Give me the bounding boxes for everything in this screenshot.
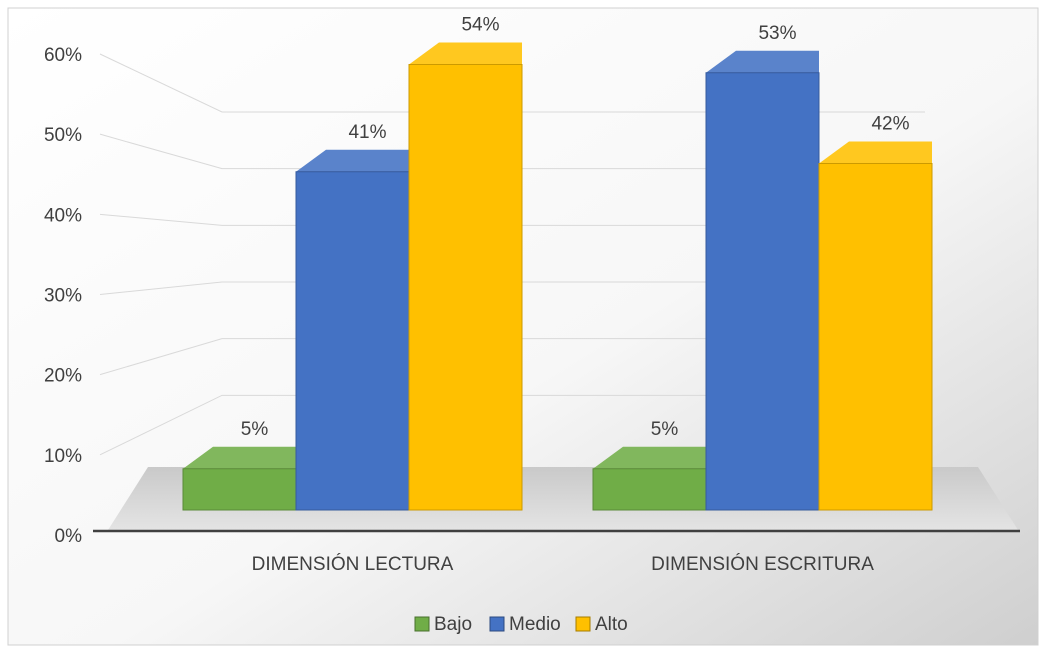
- bar-front: [705, 72, 820, 511]
- bar-bajo-1: [182, 446, 297, 511]
- data-label: 53%: [758, 23, 796, 44]
- bar-medio-1: [295, 149, 410, 511]
- bar-medio-2: [705, 50, 820, 511]
- data-label: 5%: [651, 419, 679, 440]
- bar-top: [819, 141, 932, 164]
- y-tick-label: 50%: [44, 125, 82, 146]
- legend-swatch-alto: [575, 616, 591, 632]
- gridline: [99, 281, 925, 295]
- legend-label-alto: Alto: [595, 614, 628, 635]
- legend-label-medio: Medio: [509, 614, 561, 635]
- gridline: [99, 338, 925, 376]
- category-label: DIMENSIÓN ESCRITURA: [651, 553, 874, 575]
- gridline: [99, 53, 925, 113]
- bar-top: [409, 42, 522, 65]
- bar-front: [295, 171, 410, 511]
- data-label: 42%: [871, 114, 909, 135]
- y-tick-label: 30%: [44, 286, 82, 307]
- gridline: [99, 133, 925, 170]
- gridline: [99, 394, 925, 456]
- bar-top: [706, 50, 819, 73]
- bar-top: [296, 149, 409, 172]
- data-label: 54%: [461, 15, 499, 36]
- y-tick-label: 0%: [55, 526, 83, 547]
- y-tick-label: 40%: [44, 205, 82, 226]
- legend-swatch-bajo: [414, 616, 430, 632]
- gridline: [99, 213, 925, 226]
- bar-top: [593, 446, 706, 469]
- bar-top: [183, 446, 296, 469]
- y-tick-label: 60%: [44, 45, 82, 66]
- bar-front: [182, 468, 297, 511]
- bar-alto-2: [818, 141, 933, 511]
- bar-alto-1: [408, 42, 523, 511]
- bar-front: [592, 468, 707, 511]
- y-tick-label: 10%: [44, 446, 82, 467]
- data-label: 5%: [241, 419, 269, 440]
- legend-swatch-medio: [489, 616, 505, 632]
- bar-bajo-2: [592, 446, 707, 511]
- category-label: DIMENSIÓN LECTURA: [252, 553, 454, 575]
- y-tick-label: 20%: [44, 366, 82, 387]
- bar-front: [818, 163, 933, 511]
- data-label: 41%: [348, 122, 386, 143]
- bar-front: [408, 64, 523, 511]
- legend-label-bajo: Bajo: [434, 614, 472, 635]
